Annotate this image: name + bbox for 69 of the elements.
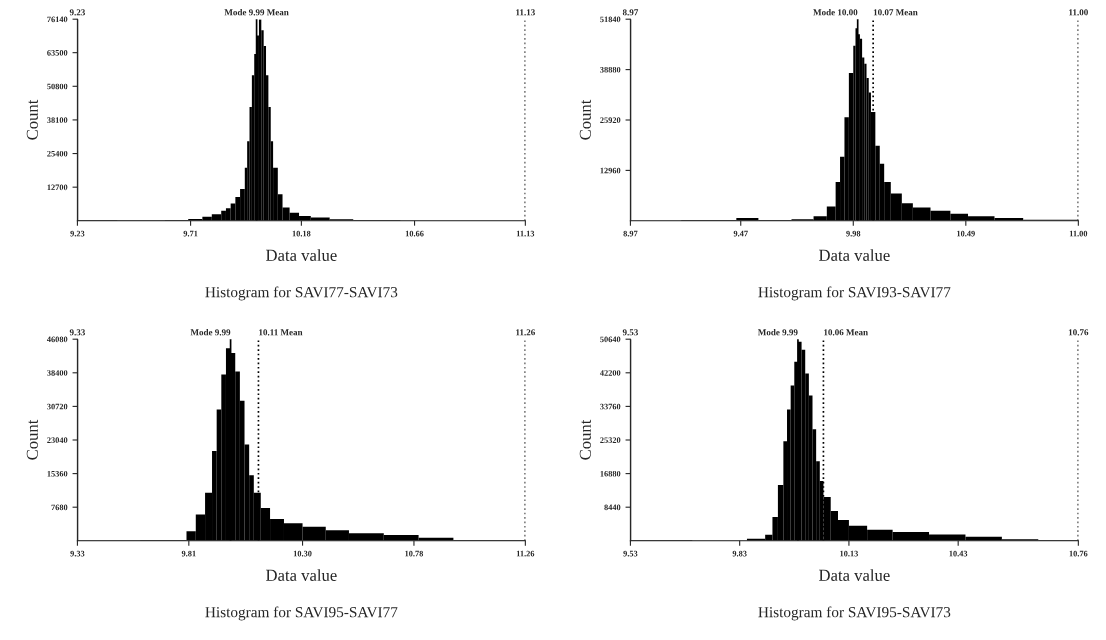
- x-tick-label: 10.49: [957, 230, 975, 237]
- x-tick-label: 9.53: [623, 550, 638, 557]
- y-tick-label: 8440: [604, 504, 621, 511]
- x-axis-title: Data value: [266, 569, 337, 581]
- x-tick-label: 9.81: [181, 550, 196, 557]
- x-tick-label: 9.98: [846, 230, 861, 237]
- x-tick-label: 11.13: [516, 230, 535, 237]
- ref-line-label: 9.33: [69, 329, 86, 336]
- x-axis-title: Data value: [819, 569, 890, 581]
- y-tick-label: 16880: [600, 470, 621, 477]
- text: Histogram for SAVI95-SAVI73: [758, 606, 951, 621]
- y-tick-label: 38100: [47, 117, 68, 123]
- text: Histogram for SAVI93-SAVI77: [758, 286, 951, 301]
- ref-line-label: 11.00: [1069, 9, 1088, 16]
- text: Histogram for SAVI95-SAVI77: [205, 606, 398, 621]
- y-tick-label: 38400: [47, 370, 68, 376]
- x-tick-label: 10.76: [1069, 550, 1088, 557]
- y-tick-label: 25920: [600, 117, 621, 123]
- ref-line-label: 10.06 Mean: [824, 329, 868, 336]
- x-tick-label: 10.13: [840, 550, 859, 557]
- y-tick-label: 42200: [599, 370, 621, 376]
- y-tick-label: 46080: [46, 336, 68, 343]
- y-tick-label: 7680: [51, 504, 68, 511]
- y-tick-label: 76140: [47, 16, 68, 23]
- y-tick-label: 25400: [47, 150, 68, 157]
- x-axis-title: Data value: [819, 249, 890, 261]
- ref-line-label: Mode 9.99: [190, 329, 231, 336]
- ref-line-label: 10.76: [1068, 329, 1089, 336]
- ref-line-label: 11.13: [516, 9, 535, 16]
- ref-line-label: 11.26: [516, 329, 535, 336]
- ref-line-label: 8.97: [622, 9, 639, 16]
- x-axis-title: Data value: [266, 249, 337, 261]
- x-tick-label: 9.83: [732, 550, 747, 557]
- y-tick-label: 12700: [47, 184, 68, 191]
- y-tick-label: 23040: [47, 437, 68, 443]
- x-tick-label: 9.47: [733, 230, 748, 237]
- x-tick-label: 9.33: [70, 550, 85, 557]
- y-axis-title: Count: [26, 99, 38, 140]
- ref-line-label: Mode 9.99 Mean: [224, 9, 289, 16]
- x-tick-label: 10.30: [293, 550, 312, 557]
- y-tick-label: 51840: [600, 16, 621, 23]
- y-tick-label: 38880: [600, 66, 621, 73]
- ref-line-label: 9.53: [622, 329, 639, 336]
- y-tick-label: 50640: [600, 336, 621, 343]
- y-tick-label: 25320: [600, 437, 621, 443]
- x-tick-label: 10.18: [292, 230, 311, 237]
- y-axis-title: Count: [579, 99, 591, 140]
- x-tick-label: 9.23: [70, 230, 85, 237]
- x-tick-label: 8.97: [623, 230, 638, 237]
- x-tick-label: 9.71: [183, 230, 198, 237]
- y-tick-label: 30720: [47, 403, 68, 410]
- y-tick-label: 33760: [600, 403, 621, 410]
- ref-line-label: 10.11 Mean: [259, 329, 303, 336]
- y-tick-label: 15360: [47, 470, 68, 477]
- ref-line-label: Mode 9.99: [757, 329, 798, 336]
- x-tick-label: 10.78: [405, 550, 424, 557]
- y-tick-label: 12960: [600, 167, 621, 174]
- y-axis-title: Count: [579, 419, 591, 460]
- x-tick-label: 10.43: [949, 550, 968, 557]
- x-tick-label: 10.66: [405, 230, 424, 237]
- ref-line-label: Mode 10.00: [813, 9, 858, 16]
- text: Histogram for SAVI77-SAVI73: [205, 286, 398, 301]
- ref-line-label: 9.23: [69, 9, 86, 16]
- y-tick-label: 50800: [47, 83, 68, 90]
- y-axis-title: Count: [26, 419, 38, 460]
- ref-line-label: 10.07 Mean: [873, 9, 918, 16]
- y-tick-label: 63500: [47, 50, 68, 56]
- x-tick-label: 11.26: [516, 550, 535, 557]
- x-tick-label: 11.00: [1069, 230, 1088, 237]
